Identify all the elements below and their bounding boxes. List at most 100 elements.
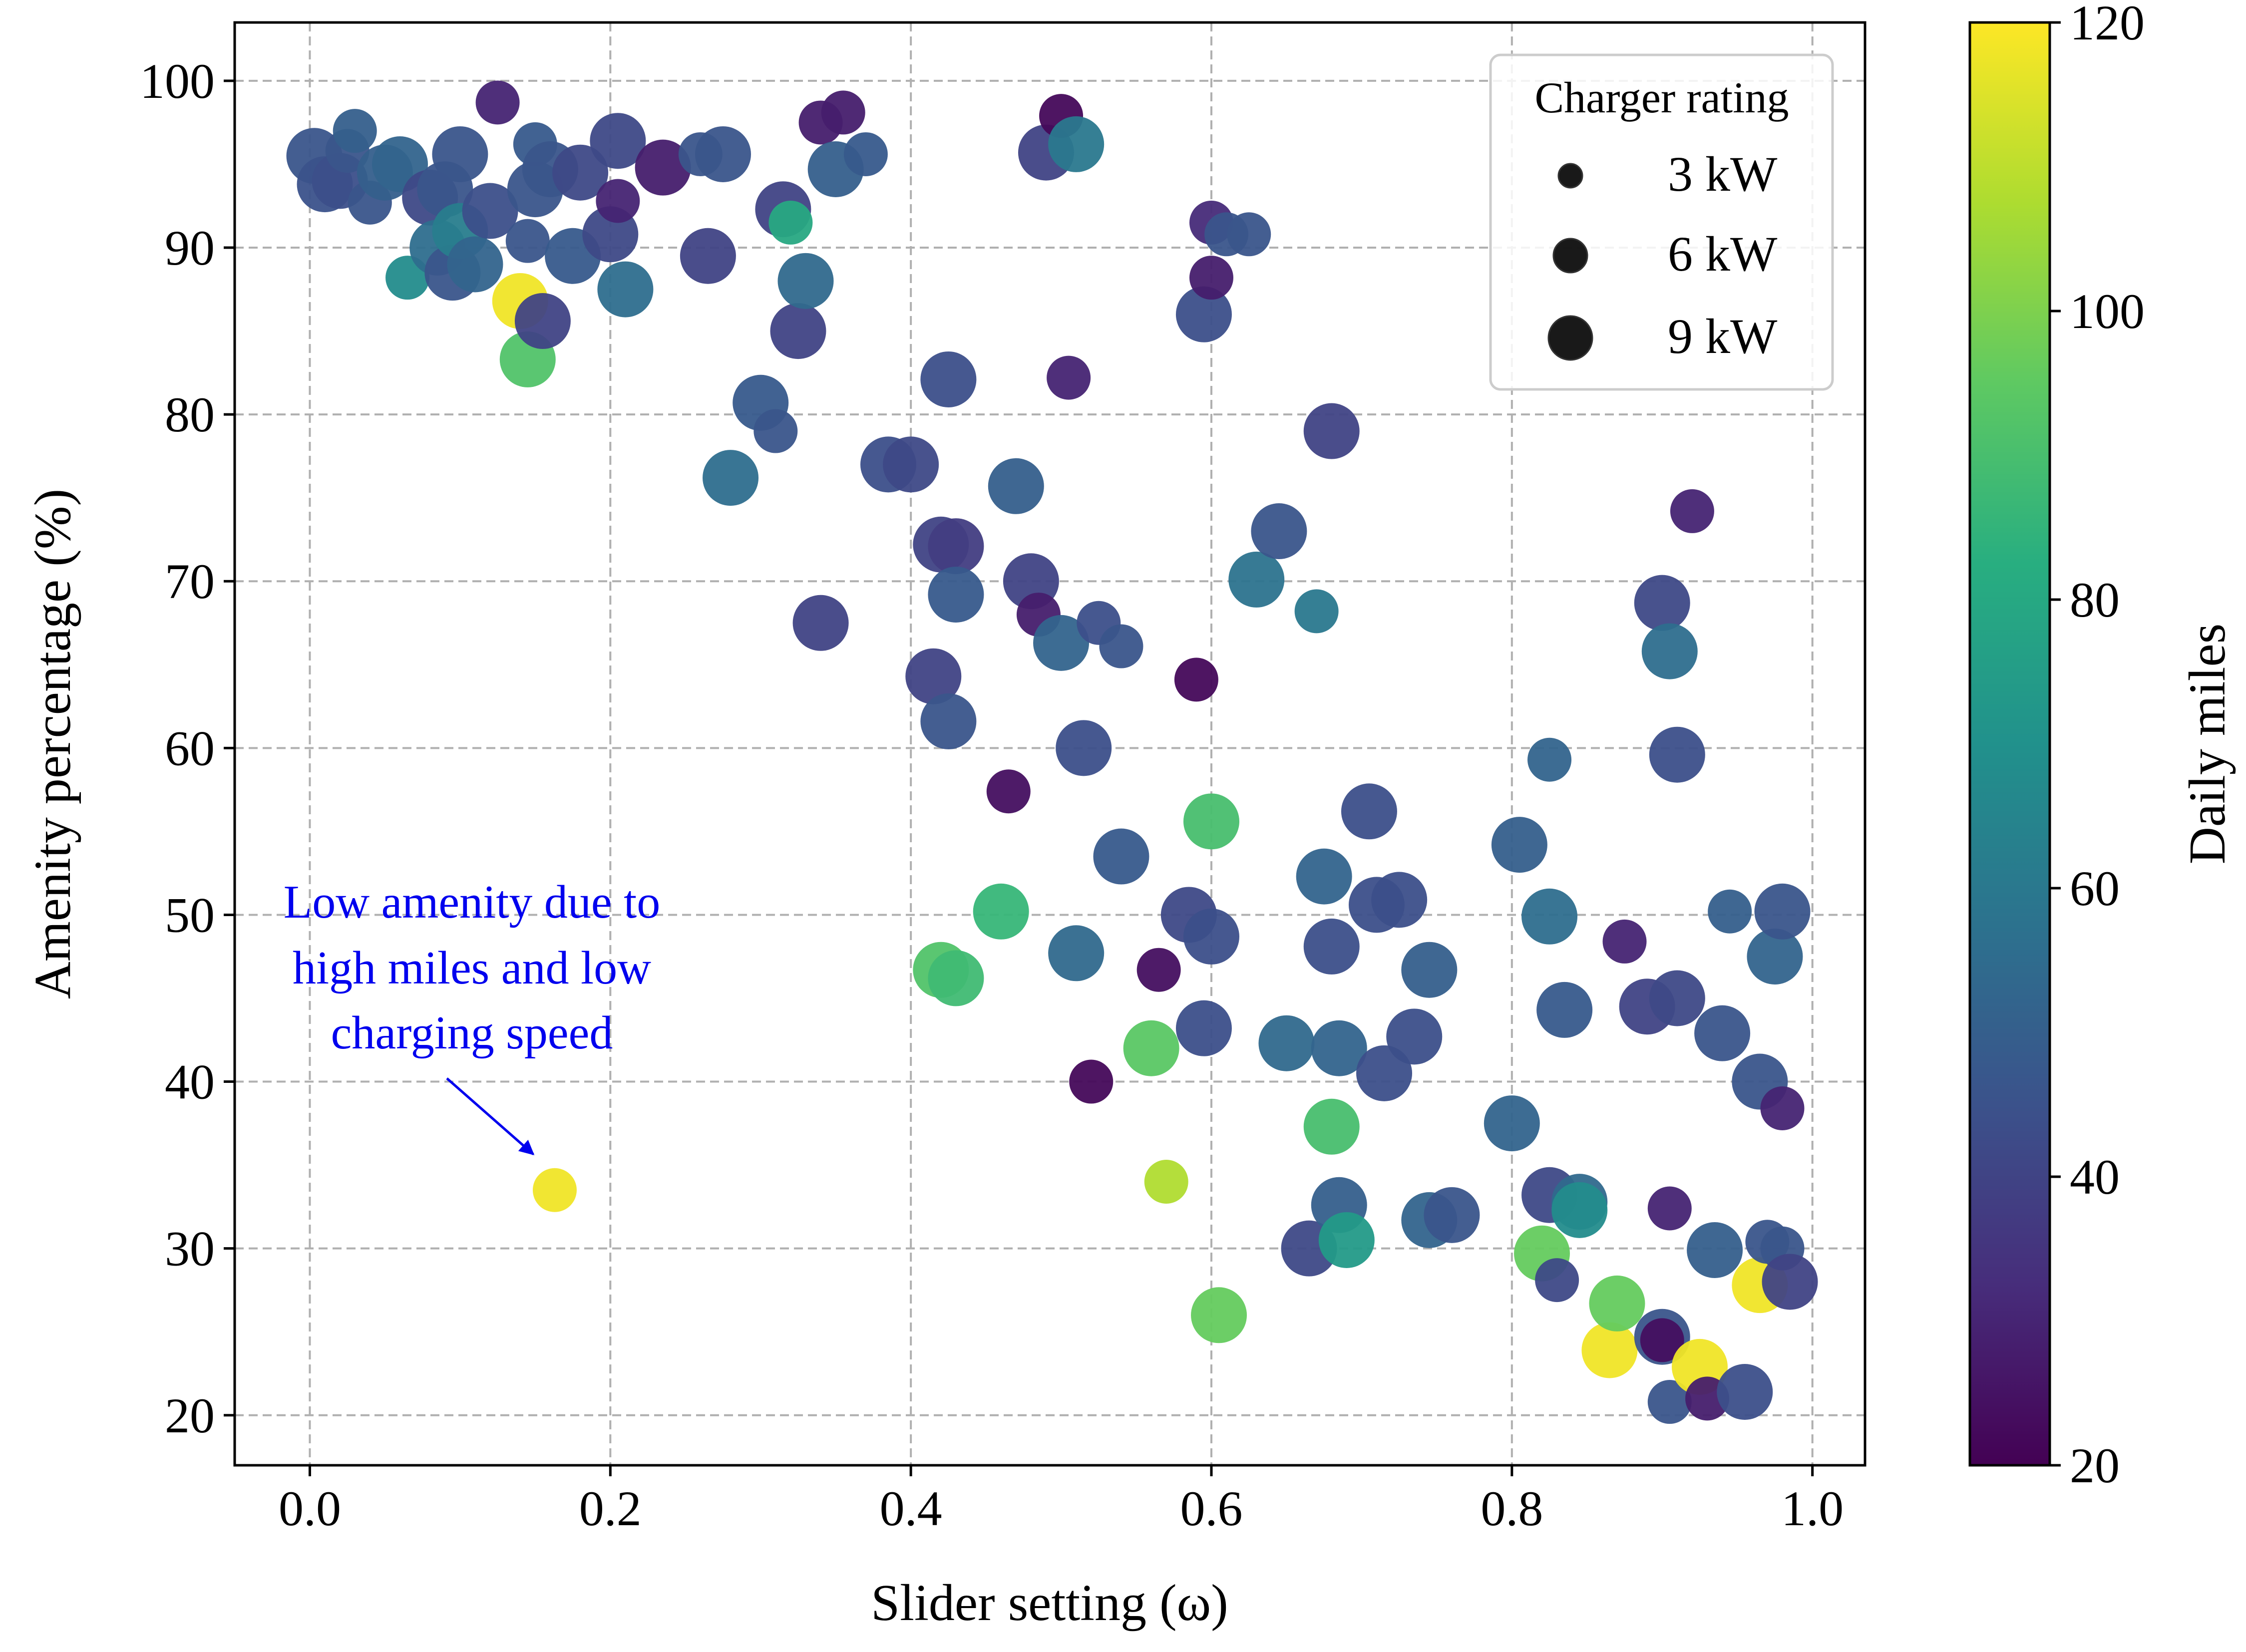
data-point bbox=[703, 450, 759, 506]
data-point bbox=[1687, 1222, 1743, 1279]
data-point bbox=[1048, 116, 1105, 172]
data-point bbox=[514, 293, 571, 349]
data-point bbox=[1069, 1059, 1114, 1104]
data-point bbox=[1048, 925, 1105, 982]
data-point bbox=[1589, 1275, 1645, 1331]
legend-label-6kw: 6 kW bbox=[1668, 226, 1778, 282]
data-point bbox=[1491, 817, 1547, 873]
legend-marker-9kw bbox=[1547, 315, 1593, 361]
data-point bbox=[1136, 948, 1181, 992]
data-point bbox=[1484, 1095, 1540, 1152]
data-point bbox=[1093, 828, 1149, 885]
data-point bbox=[768, 200, 813, 245]
data-point bbox=[1341, 783, 1397, 840]
data-point bbox=[1694, 1005, 1751, 1061]
data-point bbox=[695, 126, 751, 182]
data-point bbox=[1258, 1015, 1315, 1071]
data-point bbox=[1649, 726, 1705, 783]
data-point bbox=[1174, 658, 1218, 702]
colorbar-tick-label: 60 bbox=[2070, 861, 2120, 916]
legend-marker-6kw bbox=[1552, 238, 1588, 274]
colorbar-tick-label: 40 bbox=[2070, 1149, 2120, 1205]
data-point bbox=[1191, 1287, 1247, 1343]
y-tick-label: 80 bbox=[165, 387, 215, 442]
data-point bbox=[1762, 1254, 1818, 1310]
data-point bbox=[1318, 1212, 1375, 1268]
data-point bbox=[462, 183, 518, 239]
data-point bbox=[1717, 1363, 1773, 1420]
data-point bbox=[1303, 403, 1360, 459]
annotation-line-3: charging speed bbox=[331, 1007, 613, 1059]
y-axis-title: Amenity percentage (%) bbox=[24, 489, 81, 999]
data-point bbox=[1649, 970, 1705, 1026]
data-point bbox=[1401, 942, 1458, 998]
y-tick-label: 70 bbox=[165, 554, 215, 609]
legend-box bbox=[1489, 53, 1834, 391]
legend-label-3kw: 3 kW bbox=[1668, 146, 1778, 202]
data-point bbox=[590, 113, 646, 169]
data-point bbox=[770, 303, 826, 359]
data-point bbox=[596, 179, 640, 223]
data-point bbox=[532, 1168, 577, 1212]
data-point bbox=[333, 109, 377, 153]
y-tick-label: 100 bbox=[140, 53, 215, 109]
data-point bbox=[1386, 1008, 1443, 1065]
data-point bbox=[680, 228, 736, 284]
data-point bbox=[447, 236, 503, 293]
data-point bbox=[1760, 1086, 1805, 1131]
data-point bbox=[1047, 355, 1091, 400]
data-point bbox=[1551, 1182, 1608, 1238]
x-tick-label: 0.8 bbox=[1481, 1481, 1543, 1536]
data-point bbox=[1536, 982, 1593, 1038]
colorbar-tick-label: 100 bbox=[2070, 284, 2145, 339]
y-tick-label: 40 bbox=[165, 1054, 215, 1110]
data-point bbox=[1175, 1000, 1232, 1056]
data-point bbox=[1424, 1187, 1480, 1243]
data-point bbox=[753, 409, 798, 453]
data-point bbox=[1183, 908, 1239, 965]
x-tick-label: 0.6 bbox=[1180, 1481, 1242, 1536]
plot-frame bbox=[233, 21, 1867, 1467]
data-point bbox=[597, 261, 654, 318]
legend-label-9kw: 9 kW bbox=[1668, 309, 1778, 364]
data-point bbox=[928, 518, 984, 575]
data-point bbox=[986, 769, 1031, 814]
data-point bbox=[920, 693, 977, 749]
data-point bbox=[432, 126, 488, 182]
data-point bbox=[1056, 720, 1112, 776]
colorbar-title: Daily miles bbox=[2179, 624, 2236, 864]
data-point bbox=[920, 351, 977, 407]
y-tick-label: 60 bbox=[165, 720, 215, 776]
y-tick-label: 90 bbox=[165, 220, 215, 276]
data-point bbox=[928, 950, 984, 1006]
colorbar-tick-label: 80 bbox=[2070, 572, 2120, 628]
x-tick-label: 0.2 bbox=[579, 1481, 642, 1536]
data-point bbox=[1183, 793, 1239, 850]
colorbar-tick-label: 20 bbox=[2070, 1438, 2120, 1493]
data-point bbox=[973, 883, 1029, 940]
data-point bbox=[1521, 888, 1578, 945]
data-point bbox=[1251, 503, 1307, 560]
data-point bbox=[552, 144, 609, 201]
y-tick-label: 50 bbox=[165, 887, 215, 943]
data-point bbox=[1033, 615, 1090, 671]
data-point bbox=[1189, 256, 1233, 300]
data-point bbox=[1640, 1318, 1684, 1362]
data-point bbox=[1602, 919, 1647, 964]
legend: Charger rating 3 kW 6 kW 9 kW bbox=[1489, 53, 1834, 391]
annotation-line-1: Low amenity due to bbox=[284, 876, 660, 928]
annotation: Low amenity due to high miles and low ch… bbox=[284, 876, 660, 1155]
data-point bbox=[1311, 1020, 1367, 1076]
data-point bbox=[1227, 212, 1271, 257]
legend-marker-3kw bbox=[1557, 163, 1583, 189]
data-point bbox=[1144, 1160, 1188, 1204]
y-axis-ticks: 20 30 40 50 60 70 80 90 100 bbox=[140, 53, 235, 1443]
data-points bbox=[286, 80, 1818, 1424]
data-point bbox=[843, 132, 888, 176]
data-point bbox=[1641, 623, 1698, 679]
data-point bbox=[1634, 575, 1690, 631]
data-point bbox=[777, 253, 834, 309]
colorbar-tick-label: 120 bbox=[2070, 0, 2145, 50]
annotation-arrow bbox=[446, 1077, 535, 1155]
